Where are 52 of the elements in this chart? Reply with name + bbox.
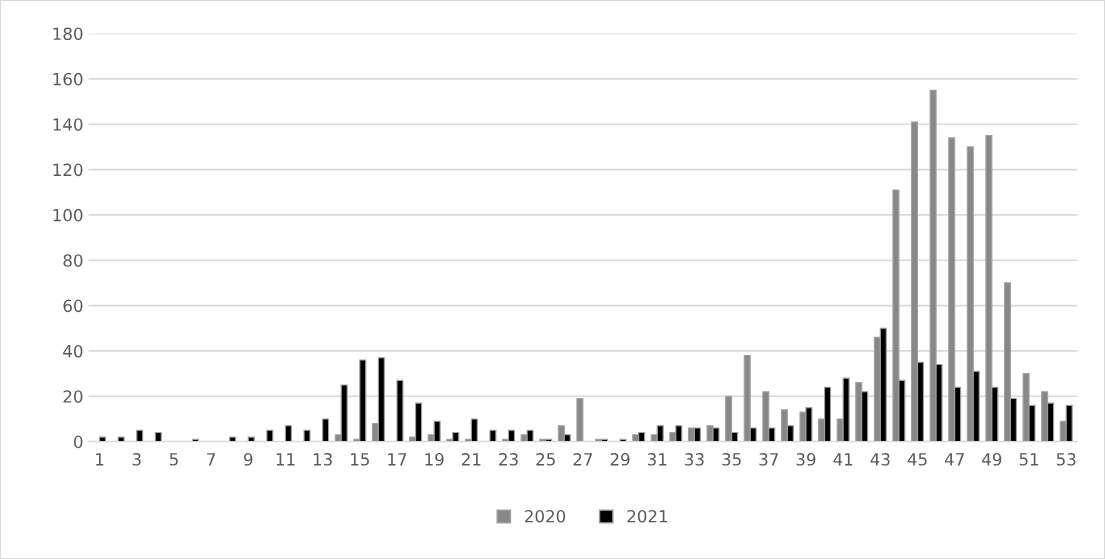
x-tick-label: 45 — [907, 453, 927, 466]
x-tick-label: 11 — [276, 453, 295, 466]
x-tick-label: 31 — [647, 453, 667, 466]
bar — [247, 436, 255, 442]
y-tick-label: 140 — [53, 118, 83, 131]
bar — [154, 431, 162, 442]
x-tick-label: 27 — [573, 453, 593, 466]
bar — [303, 429, 311, 442]
x-tick-label: 3 — [132, 453, 141, 466]
y-tick-label: 180 — [53, 27, 83, 41]
x-tick-label: 25 — [536, 453, 555, 466]
x-tick-label: 33 — [685, 453, 704, 466]
y-tick-label: 40 — [63, 344, 83, 358]
bar — [98, 436, 107, 442]
bar — [229, 436, 237, 442]
x-tick-label: 5 — [169, 453, 178, 466]
x-tick-label: 49 — [982, 453, 1002, 466]
x-tick-label: 39 — [796, 453, 816, 466]
x-tick-label: 35 — [722, 453, 741, 466]
x-tick-label: 13 — [313, 453, 332, 466]
x-tick-label: 19 — [425, 453, 444, 466]
x-tick-label: 29 — [610, 453, 630, 466]
bar — [136, 429, 144, 442]
bar — [266, 429, 274, 442]
x-tick-label: 47 — [944, 453, 964, 466]
bar — [284, 425, 292, 442]
y-tick-label: 160 — [53, 72, 83, 86]
x-tick-label: 37 — [759, 453, 778, 466]
y-tick-label: 100 — [53, 208, 83, 222]
x-tick-label: 23 — [499, 453, 518, 466]
x-tick-label: 43 — [870, 453, 890, 466]
x-tick-label: 15 — [351, 453, 369, 466]
legend-label: 2020 — [525, 509, 566, 523]
bar — [322, 418, 330, 442]
x-tick-label: 21 — [461, 453, 481, 466]
legend-label: 2021 — [627, 509, 668, 523]
y-tick-label: 60 — [63, 299, 83, 313]
y-tick-label: 0 — [74, 435, 83, 449]
x-tick-label: 17 — [388, 453, 407, 466]
bar — [396, 379, 404, 442]
x-tick-label: 1 — [96, 453, 104, 466]
bar — [489, 429, 497, 442]
x-tick-label: 53 — [1056, 453, 1076, 466]
x-tick-label: 41 — [833, 453, 853, 466]
y-tick-label: 120 — [53, 163, 83, 177]
x-tick-label: 9 — [244, 453, 253, 466]
x-tick-label: 7 — [207, 453, 215, 466]
y-tick-label: 80 — [63, 254, 83, 267]
bar — [576, 397, 584, 442]
y-tick-label: 20 — [63, 390, 83, 403]
x-tick-label: 51 — [1019, 453, 1039, 466]
bar — [117, 436, 125, 442]
